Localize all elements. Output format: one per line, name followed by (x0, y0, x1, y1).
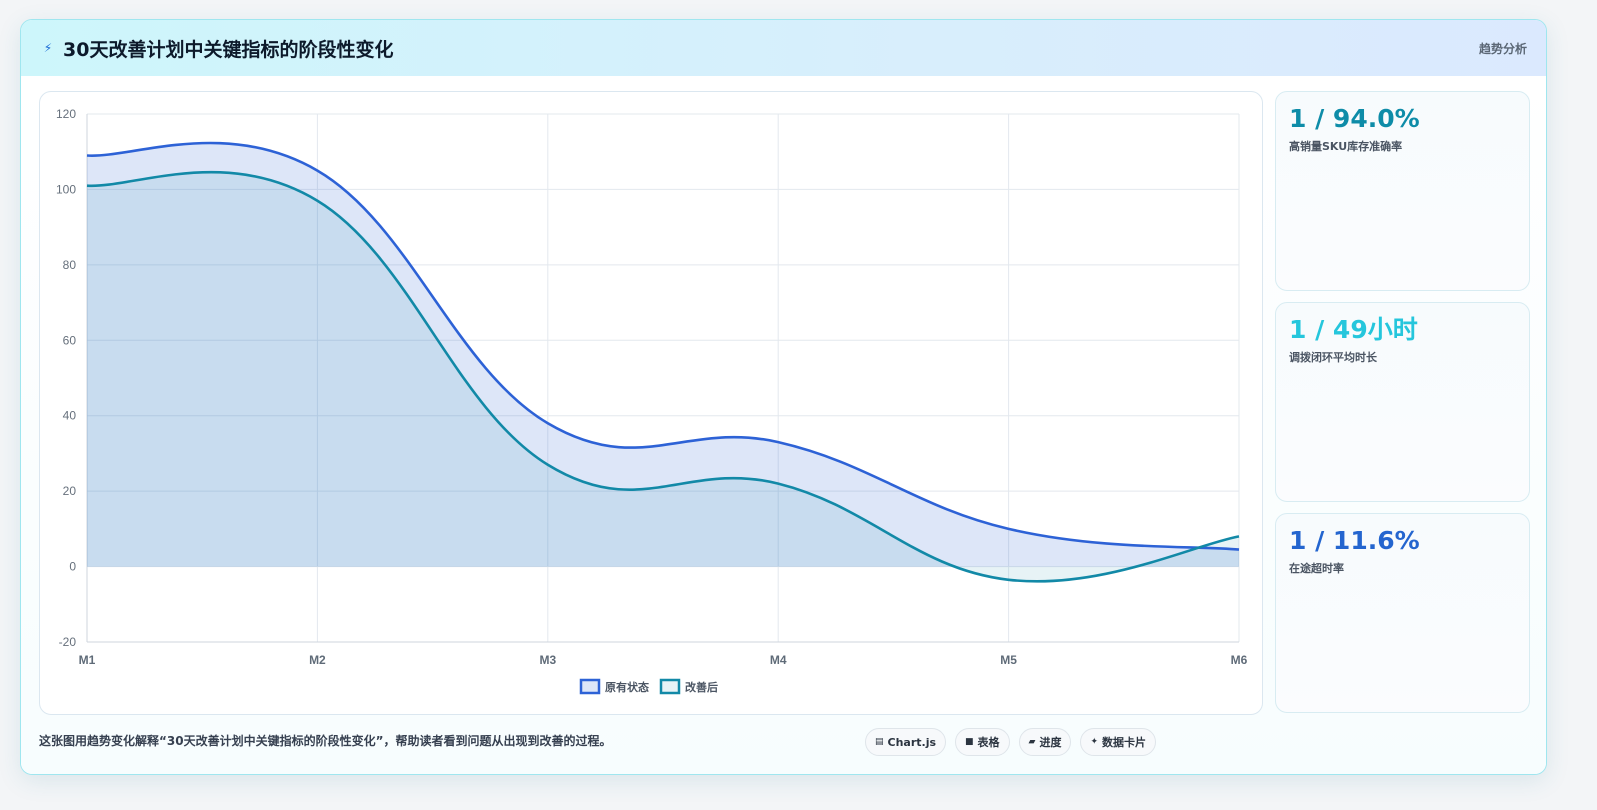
chart-card: ⚡ 30天改善计划中关键指标的阶段性变化 趋势分析 -20 0 20 40 60 80 10… (20, 19, 1547, 775)
y-tick-label: 120 (56, 107, 76, 121)
chip-data-card[interactable]: ✦ 数据卡片 (1080, 728, 1157, 756)
kpi-label: 在途超时率 (1289, 562, 1344, 575)
title-wrap: ⚡ 30天改善计划中关键指标的阶段性变化 (41, 35, 394, 62)
sparkle-icon: ✦ (1090, 737, 1099, 747)
chip-label: 表格 (977, 736, 1000, 749)
chip-label: Chart.js (887, 735, 937, 749)
x-tick-label: M5 (1000, 653, 1017, 667)
series-area (87, 172, 1239, 582)
kpi-label: 调拨闭环平均时长 (1289, 351, 1377, 364)
y-tick-label: 80 (63, 258, 77, 272)
card-header: ⚡ 30天改善计划中关键指标的阶段性变化 趋势分析 (21, 20, 1546, 76)
y-tick-label: -20 (59, 635, 77, 649)
series-line (86, 141, 1240, 551)
y-tick-label: 60 (63, 333, 77, 347)
legend-label: 改善后 (685, 680, 718, 694)
chip-chartjs[interactable]: ▤ Chart.js (865, 728, 947, 756)
x-tick-label: M2 (309, 653, 326, 667)
x-tick-label: M1 (79, 653, 96, 667)
kpi-card-transfer-time: 1 / 49小时 调拨闭环平均时长 (1275, 302, 1530, 502)
lightning-icon: ⚡ (43, 41, 53, 55)
chart-icon: ▤ (875, 737, 884, 747)
chip-label: 数据卡片 (1102, 736, 1147, 749)
kpi-value: 1 / 94.0% (1289, 104, 1420, 133)
series-line (86, 170, 1240, 583)
chip-group: ▤ Chart.js ■ 表格 ▰ 进度 ✦ 数据卡片 (865, 728, 1157, 756)
header-tag[interactable]: 趋势分析 (1478, 41, 1527, 56)
chip-progress[interactable]: ▰ 进度 (1018, 728, 1072, 756)
card-body: -20 0 20 40 60 80 100 120 M1 M2 M3 M4 M5 M6 原有状态 改善后 1 … (21, 76, 1546, 774)
y-tick-label: 20 (63, 484, 77, 498)
legend-label: 原有状态 (605, 680, 649, 694)
series-area (87, 142, 1239, 567)
progress-icon: ▰ (1028, 737, 1036, 747)
chip-label: 进度 (1039, 736, 1062, 749)
chart-description: 这张图用趋势变化解释“30天改善计划中关键指标的阶段性变化”，帮助读者看到问题从… (39, 734, 612, 748)
kpi-value: 1 / 49小时 (1289, 315, 1418, 344)
chart-panel: -20 0 20 40 60 80 100 120 M1 M2 M3 M4 M5 M6 原有状态 改善后 (39, 91, 1263, 715)
kpi-card-accuracy: 1 / 94.0% 高销量SKU库存准确率 (1275, 91, 1530, 291)
x-tick-label: M3 (539, 653, 556, 667)
kpi-card-overdue-rate: 1 / 11.6% 在途超时率 (1275, 513, 1530, 713)
chip-table[interactable]: ■ 表格 (955, 728, 1010, 756)
x-tick-label: M4 (770, 653, 787, 667)
table-icon: ■ (965, 737, 974, 747)
y-tick-label: 0 (69, 560, 76, 574)
y-tick-label: 100 (56, 182, 76, 196)
line-chart: -20 0 20 40 60 80 100 120 M1 M2 M3 M4 M5 M6 原有状态 改善后 (56, 107, 1248, 695)
kpi-label: 高销量SKU库存准确率 (1289, 140, 1403, 153)
legend-swatch (659, 678, 681, 695)
y-tick-label: 40 (63, 409, 77, 423)
kpi-value: 1 / 11.6% (1289, 526, 1420, 555)
x-tick-label: M6 (1231, 653, 1248, 667)
page-title: 30天改善计划中关键指标的阶段性变化 (63, 38, 394, 61)
legend-swatch (579, 678, 601, 695)
